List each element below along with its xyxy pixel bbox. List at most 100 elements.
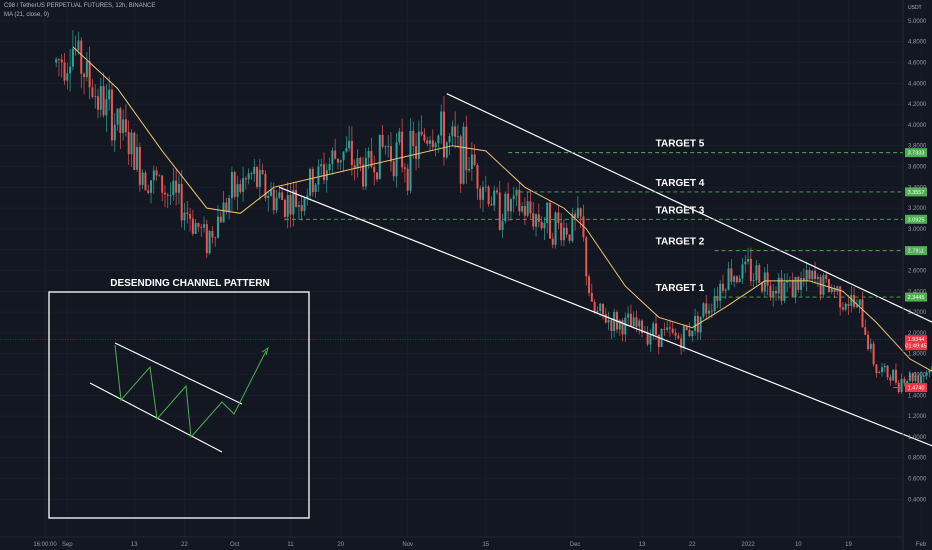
y-tick-label: 2.2000 (908, 310, 927, 316)
candle-body (387, 146, 390, 147)
candle-body (362, 164, 365, 187)
candle-body (903, 378, 906, 384)
candle-body (627, 313, 630, 318)
candle-body (917, 375, 920, 384)
x-tick-label: 22 (181, 542, 188, 548)
candle-body (808, 269, 811, 280)
candle-body (60, 59, 63, 63)
legend-frame (48, 291, 310, 519)
candle-body (814, 270, 817, 279)
candle-body (175, 180, 178, 193)
candle-body (208, 230, 211, 254)
candle-body (275, 197, 278, 211)
target-price-label: 2.7911 (908, 249, 924, 255)
target-levels: TARGET 1 2.3445 TARGET 2 2.7911 TARGET 3 3.09… (284, 139, 927, 302)
candle-body (911, 373, 914, 382)
candle-body (253, 166, 256, 175)
y-tick-label: 1.4000 (908, 393, 927, 399)
current-price-box (905, 335, 927, 351)
candle-body (638, 320, 641, 327)
candle-body (451, 126, 454, 137)
candle-body (493, 190, 496, 206)
candle-body (797, 277, 800, 290)
legend-lower-line (89, 382, 223, 453)
y-tick-label: 3.0000 (908, 227, 927, 233)
candle-body (389, 146, 392, 162)
candle-body (543, 222, 546, 229)
y-tick-label: 3.8000 (908, 144, 927, 150)
y-tick-label: 3.4000 (908, 185, 927, 191)
candle-body (345, 148, 348, 152)
candle-body (518, 189, 521, 212)
x-tick-label: Oct (230, 542, 240, 548)
x-tick-label: Sep (62, 542, 73, 548)
candle-body (150, 180, 153, 193)
candle-body (264, 173, 267, 199)
candle-body (384, 146, 387, 148)
candle-body (230, 172, 233, 199)
candle-body (652, 323, 655, 336)
candle-body (894, 369, 897, 383)
x-tick-label: 20 (337, 542, 344, 548)
candle-body (498, 192, 501, 230)
target-price-box (905, 148, 927, 158)
y-tick-label: 0.8000 (908, 456, 927, 462)
target-label: TARGET 4 (656, 178, 705, 189)
candle-body (66, 73, 69, 81)
candle-body (216, 216, 219, 238)
candle-body (479, 188, 482, 200)
candle-body (306, 195, 309, 199)
currency-label: USDT (908, 5, 922, 11)
candle-body (459, 136, 462, 184)
candle-body (906, 380, 909, 384)
candle-body (283, 199, 286, 217)
candle-body (437, 135, 440, 144)
descending-channel (279, 93, 932, 447)
candle-body (225, 202, 228, 212)
target-label: TARGET 5 (656, 139, 705, 150)
candle-body (462, 126, 465, 184)
x-tick-label: 22 (689, 542, 696, 548)
candle-body (677, 335, 680, 339)
target-price-label: 3.3557 (908, 190, 925, 196)
candle-body (744, 261, 747, 265)
candle-body (749, 258, 752, 282)
candle-body (328, 163, 331, 171)
candle-body (127, 131, 130, 155)
candle-body (844, 303, 847, 310)
candle-body (342, 151, 345, 161)
candle-body (364, 157, 367, 187)
candle-body (409, 130, 412, 191)
candle-body (719, 283, 722, 301)
candle-body (504, 193, 507, 222)
candle-body (585, 237, 588, 277)
candle-body (588, 276, 591, 294)
candle-body (607, 320, 610, 323)
candle-body (99, 86, 102, 110)
candle-body (63, 62, 66, 81)
candle-body (699, 316, 702, 333)
ma-line (72, 46, 932, 372)
candle-body (705, 303, 708, 314)
candle-body (735, 276, 738, 283)
pattern-legend-box: DESENDING CHANNEL PATTERN (48, 278, 310, 519)
candle-body (560, 222, 563, 241)
x-tick-label: 11 (287, 542, 294, 548)
ma-legend: MA (21, close, 0) (4, 12, 50, 18)
candle-body (568, 234, 571, 241)
candle-body (875, 364, 878, 374)
candle-body (827, 279, 830, 293)
candle-body (454, 126, 457, 137)
x-tick-label: Dec (570, 542, 581, 548)
target-price-box (905, 187, 927, 197)
candle-body (495, 190, 498, 193)
candle-body (613, 312, 616, 331)
candle-body (219, 216, 222, 223)
candle-body (892, 369, 895, 381)
candle-body (641, 320, 644, 333)
candle-body (420, 131, 423, 135)
candle-body (847, 303, 850, 306)
candle-body (228, 198, 231, 212)
